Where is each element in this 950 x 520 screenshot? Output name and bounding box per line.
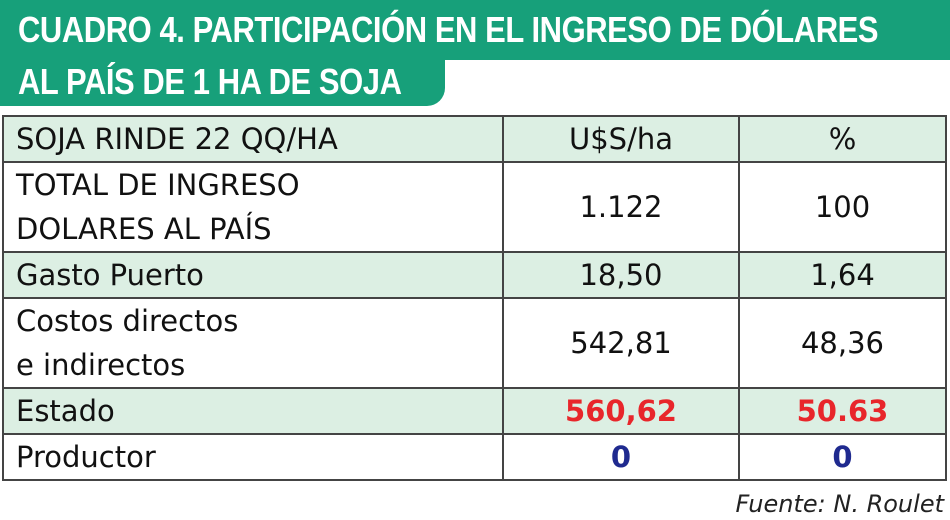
title-line: CUADRO 4. PARTICIPACIÓN EN EL INGRESO DE…: [18, 9, 879, 50]
table: SOJA RINDE 22 QQ/HA U$S/ha % TOTAL DE IN…: [2, 115, 947, 481]
cell: 50.63: [738, 387, 947, 435]
header-row: SOJA RINDE 22 QQ/HA U$S/ha %: [2, 115, 947, 163]
cell: 1.122: [502, 161, 740, 253]
cell: Productor: [2, 433, 504, 481]
source-note: Fuente: N. Roulet: [735, 490, 944, 518]
cell: 0: [502, 433, 740, 481]
cell: Costos directos e indirectos: [2, 297, 504, 389]
cell-line: DOLARES AL PAÍS: [16, 212, 272, 246]
cell-line: TOTAL DE INGRESO: [16, 168, 300, 202]
cell: 1,64: [738, 251, 947, 299]
header-cell: SOJA RINDE 22 QQ/HA: [2, 115, 504, 163]
row: Estado 560,62 50.63: [2, 387, 947, 435]
cell: Gasto Puerto: [2, 251, 504, 299]
cell: 48,36: [738, 297, 947, 389]
cell-line: e indirectos: [16, 348, 186, 382]
cell: 18,50: [502, 251, 740, 299]
cell: 542,81: [502, 297, 740, 389]
title-line: AL PAÍS DE 1 HA DE SOJA: [18, 61, 402, 102]
cell-line: Costos directos: [16, 304, 239, 338]
cell: Estado: [2, 387, 504, 435]
cell-line: Estado: [16, 394, 115, 428]
cell-line: Productor: [16, 440, 156, 474]
cell-line: Gasto Puerto: [16, 258, 204, 292]
cell: 100: [738, 161, 947, 253]
row: Gasto Puerto 18,50 1,64: [2, 251, 947, 299]
cell: 560,62: [502, 387, 740, 435]
cell: TOTAL DE INGRESO DOLARES AL PAÍS: [2, 161, 504, 253]
row: Costos directos e indirectos 542,81 48,36: [2, 297, 947, 389]
title-banner: CUADRO 4. PARTICIPACIÓN EN EL INGRESO DE…: [0, 0, 950, 60]
row: TOTAL DE INGRESO DOLARES AL PAÍS 1.122 10…: [2, 161, 947, 253]
row: Productor 0 0: [2, 433, 947, 481]
cell: 0: [738, 433, 947, 481]
title-banner: AL PAÍS DE 1 HA DE SOJA: [0, 58, 445, 106]
header-cell: U$S/ha: [502, 115, 740, 163]
header-cell: %: [738, 115, 947, 163]
